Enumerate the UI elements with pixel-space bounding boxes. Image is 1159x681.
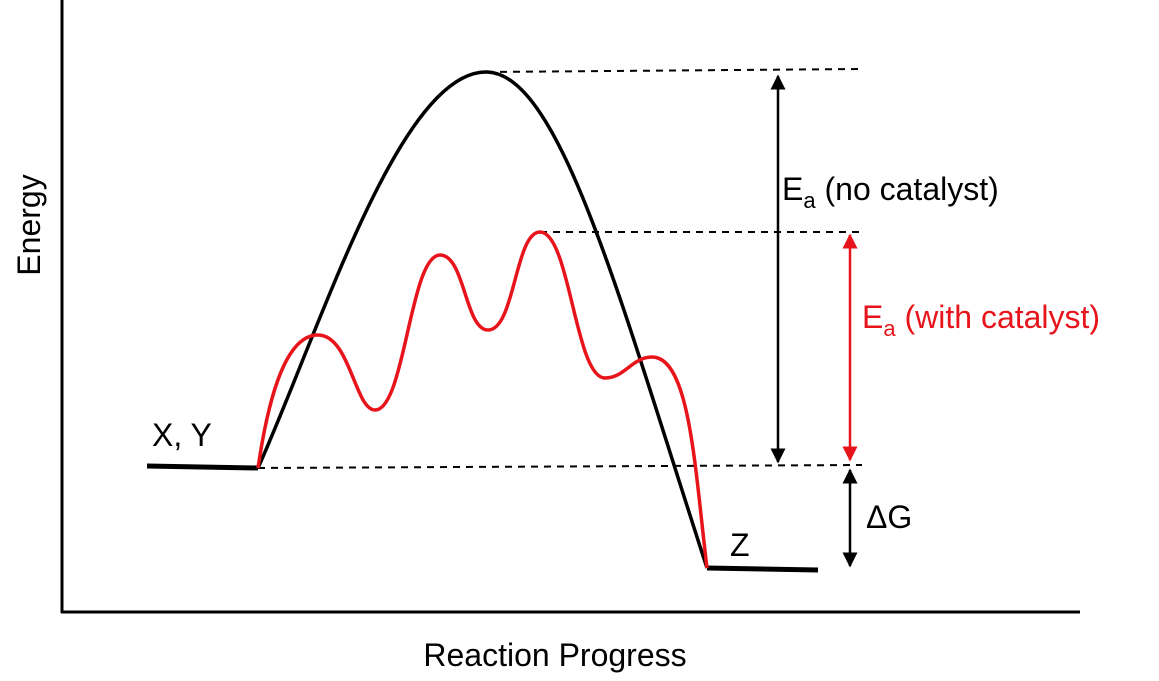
uncatalyzed-curve [256,70,709,569]
dashed-line-uncatalyzed-peak [486,68,861,73]
dashed-line-reactant-level [257,464,863,469]
catalyzed-curve [256,230,709,569]
y-axis-label: Energy [11,174,47,275]
ea-catalyst-label: Ea (with catalyst) [862,299,1100,341]
reactant-level [146,463,259,471]
products-label: Z [730,527,750,563]
x-axis-label: Reaction Progress [423,637,686,673]
delta-g-label: ΔG [866,499,912,535]
reactants-label: X, Y [152,417,212,453]
ea-no-catalyst-label: Ea (no catalyst) [782,171,999,213]
product-level [706,565,819,573]
